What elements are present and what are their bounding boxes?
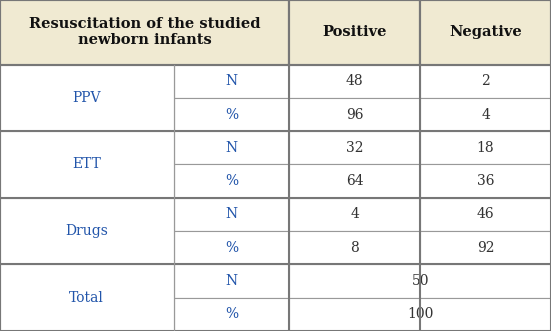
Text: ETT: ETT [72, 158, 101, 171]
Text: 32: 32 [346, 141, 364, 155]
Text: Positive: Positive [322, 25, 387, 39]
Text: 92: 92 [477, 241, 494, 255]
Text: Total: Total [69, 291, 104, 305]
Text: Resuscitation of the studied
newborn infants: Resuscitation of the studied newborn inf… [29, 17, 261, 47]
Bar [0, 0, 289, 65]
Text: 96: 96 [346, 108, 364, 121]
Bar [174, 131, 289, 165]
Bar [174, 98, 289, 131]
Bar [0, 264, 174, 331]
Bar [420, 0, 551, 65]
Text: 36: 36 [477, 174, 494, 188]
Bar [0, 65, 174, 131]
Bar [174, 198, 289, 231]
Text: 64: 64 [346, 174, 364, 188]
Bar [289, 98, 420, 131]
Text: %: % [225, 241, 238, 255]
Bar [174, 231, 289, 264]
Text: 46: 46 [477, 208, 494, 221]
Bar [174, 165, 289, 198]
Bar [289, 198, 420, 231]
Bar [289, 264, 551, 298]
Text: 100: 100 [407, 307, 433, 321]
Text: 4: 4 [350, 208, 359, 221]
Bar [174, 298, 289, 331]
Text: %: % [225, 307, 238, 321]
Bar [289, 0, 420, 65]
Text: 4: 4 [481, 108, 490, 121]
Text: 8: 8 [350, 241, 359, 255]
Text: %: % [225, 108, 238, 121]
Text: N: N [225, 274, 237, 288]
Bar [420, 65, 551, 98]
Text: Drugs: Drugs [66, 224, 108, 238]
Bar [420, 165, 551, 198]
Text: %: % [225, 174, 238, 188]
Bar [0, 131, 174, 198]
Text: 18: 18 [477, 141, 494, 155]
Bar [289, 298, 551, 331]
Text: N: N [225, 141, 237, 155]
Text: 48: 48 [346, 74, 364, 88]
Bar [174, 65, 289, 98]
Text: N: N [225, 74, 237, 88]
Bar [289, 231, 420, 264]
Bar [289, 165, 420, 198]
Bar [289, 131, 420, 165]
Text: N: N [225, 208, 237, 221]
Text: 2: 2 [481, 74, 490, 88]
Bar [174, 264, 289, 298]
Bar [289, 65, 420, 98]
Bar [420, 231, 551, 264]
Bar [420, 198, 551, 231]
Bar [420, 98, 551, 131]
Text: PPV: PPV [73, 91, 101, 105]
Text: 50: 50 [412, 274, 429, 288]
Bar [420, 131, 551, 165]
Bar [0, 198, 174, 264]
Text: Negative: Negative [449, 25, 522, 39]
